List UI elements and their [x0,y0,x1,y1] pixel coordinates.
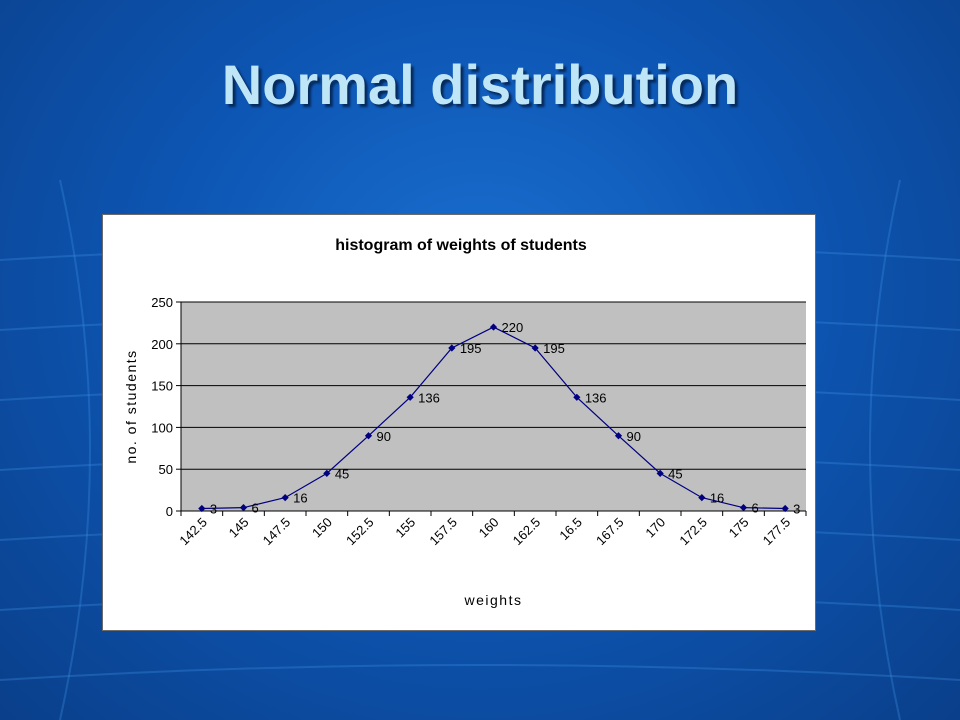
plot-area [181,302,806,511]
data-label: 16 [293,491,307,506]
x-tick-label: 175 [726,515,752,541]
x-tick-label: 147.5 [260,515,294,549]
x-tick-labels: 142.5 145 147.5 150 152.5 155 157.5 160 162.5 16.… [176,511,807,549]
data-label: 195 [543,341,565,356]
slide-title: Normal distribution [221,53,739,116]
data-label: 195 [460,341,482,356]
data-label: 3 [210,501,217,516]
x-tick-label: 160 [476,515,502,541]
chart: histogram of weights of students 0 50 100 1… [123,237,807,608]
y-tick-label: 100 [151,420,173,435]
data-label: 90 [377,429,391,444]
data-point [281,494,289,502]
y-tick-label: 150 [151,379,173,394]
axes [180,302,806,512]
data-label: 220 [502,320,524,335]
x-tick-label: 16.5 [556,515,585,544]
x-tick-label: 162.5 [510,515,544,549]
data-label: 45 [668,466,682,481]
x-axis-label: weights [464,592,523,608]
data-label: 90 [627,429,641,444]
data-label: 136 [585,390,607,405]
y-tick-labels: 0 50 100 150 200 250 [151,295,173,519]
data-label: 45 [335,466,349,481]
x-tick-label: 172.5 [676,515,710,549]
x-tick-label: 170 [642,515,668,541]
x-tick-label: 157.5 [426,515,460,549]
data-label: 6 [252,501,259,516]
data-point [531,344,539,352]
chart-container: histogram of weights of students 0 50 100 1… [102,214,816,631]
data-point [489,323,498,331]
y-tick-label: 50 [159,462,173,477]
data-label: 16 [710,491,724,506]
data-label: 3 [793,501,800,516]
y-axis-label: no. of students [123,349,139,463]
x-tick-label: 152.5 [343,515,377,549]
x-tick-label: 150 [309,515,335,541]
chart-title: histogram of weights of students [335,237,587,254]
x-tick-label: 177.5 [760,515,794,549]
x-tick-label: 167.5 [593,515,627,549]
x-tick-label: 155 [392,515,418,541]
data-point [364,432,373,440]
data-point [698,494,706,502]
data-label: 136 [418,390,440,405]
x-tick-label: 142.5 [176,515,210,549]
data-labels: 3 6 16 45 90 136 195 220 195 136 90 45 16 6 3 [210,320,801,516]
data-point [781,504,789,513]
data-point [739,504,748,512]
data-label: 6 [752,501,759,516]
data-point [239,504,248,512]
grid-lines [176,301,806,512]
data-point [614,432,623,440]
y-tick-label: 200 [151,337,173,352]
data-point [656,469,664,477]
y-tick-label: 250 [151,295,173,310]
y-tick-label: 0 [166,504,173,519]
x-tick-label: 145 [226,515,252,541]
data-point [198,504,206,513]
